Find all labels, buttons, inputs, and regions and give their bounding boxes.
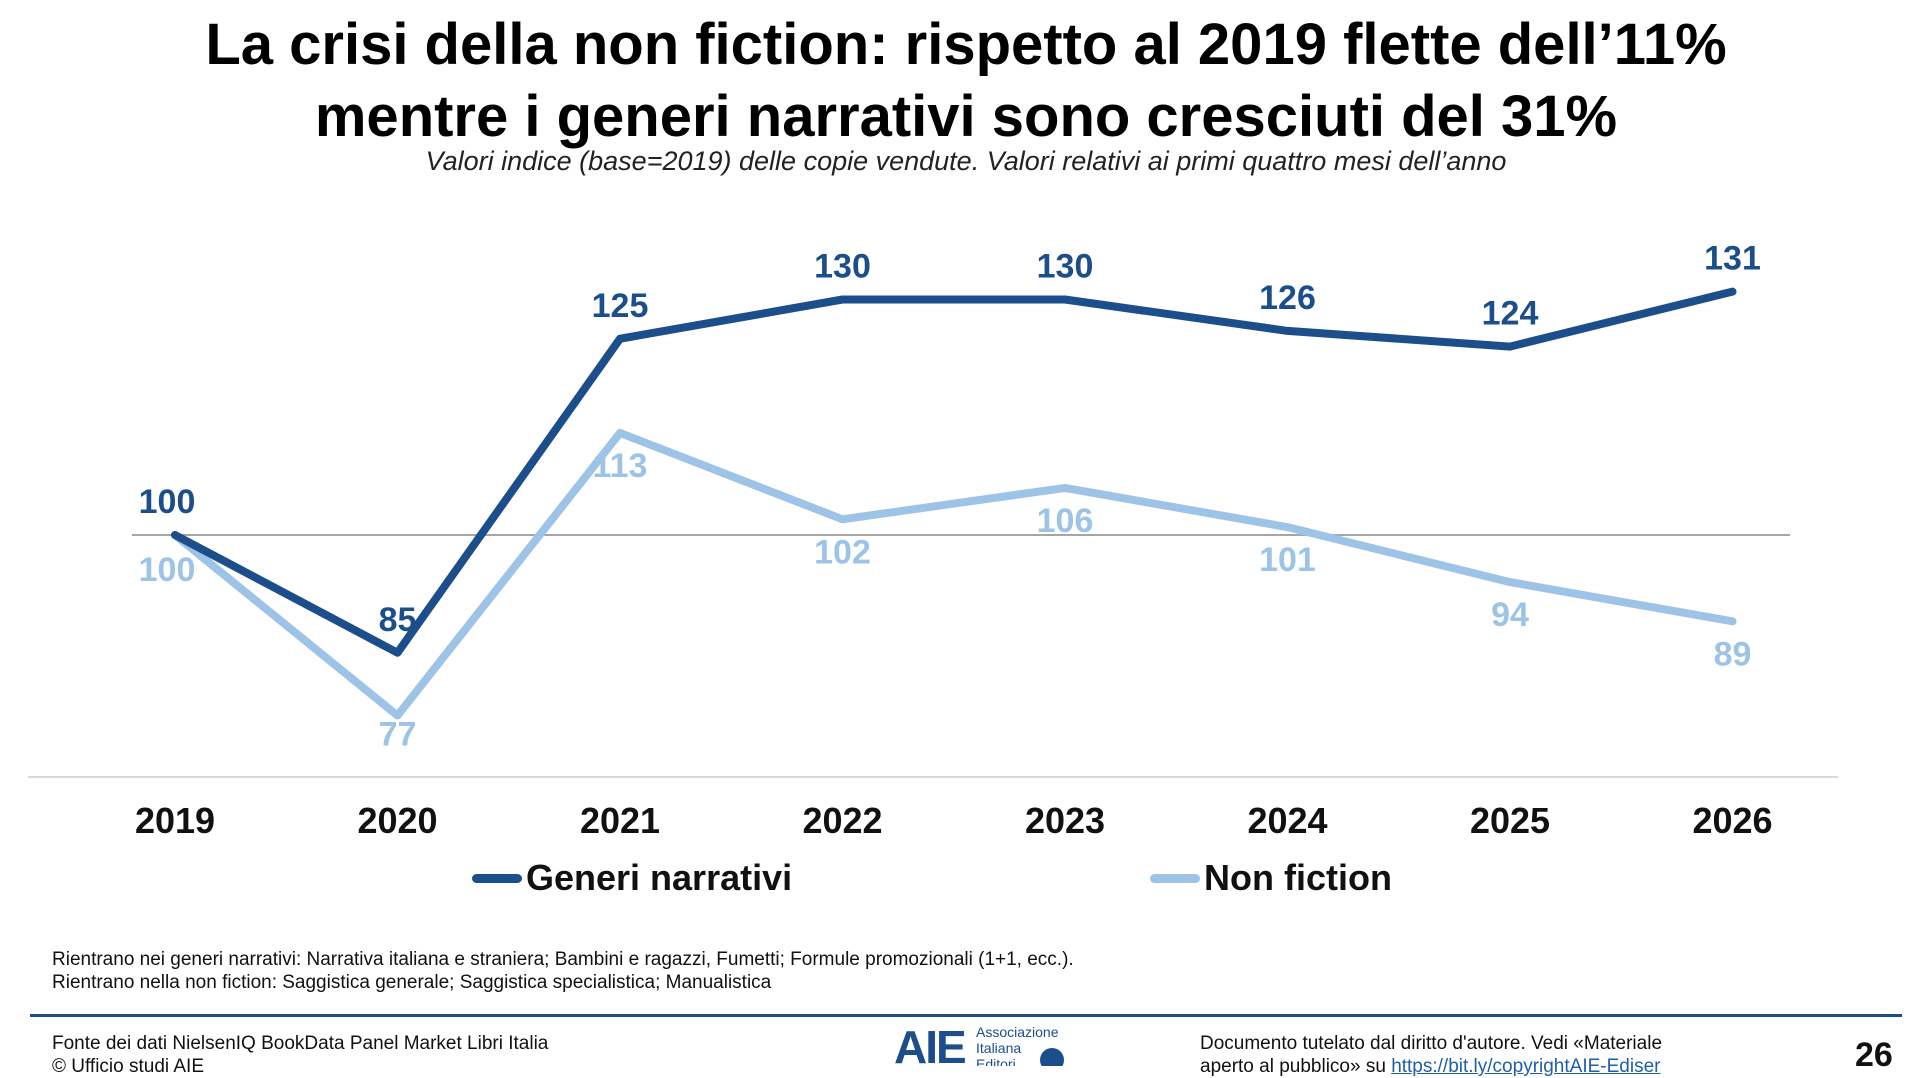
note-generi-narrativi: Rientrano nei generi narrativi: Narrativ… [52,949,1074,970]
data-label-generi-narrativi-2022: 130 [814,248,871,286]
source-text: Fonte dei dati NielsenIQ BookData Panel … [52,1033,549,1054]
page-number: 26 [1855,1036,1893,1074]
data-label-generi-narrativi-2023: 130 [1037,248,1094,286]
note-non-fiction: Rientrano nella non fiction: Saggistica … [52,972,772,993]
data-label-generi-narrativi-2025: 124 [1482,295,1539,333]
x-tick-label-2021: 2021 [580,800,660,841]
notes: Rientrano nei generi narrativi: Narrativ… [52,948,1074,994]
copyright-text: © Ufficio studi AIE [52,1056,204,1077]
chart-subtitle: Valori indice (base=2019) delle copie ve… [425,146,1507,176]
x-tick-label-2025: 2025 [1470,800,1550,841]
x-tick-label-2020: 2020 [357,800,437,841]
x-tick-label-2024: 2024 [1247,800,1327,841]
data-label-non-fiction-2025: 94 [1491,596,1529,634]
logo-badge-icon [1040,1048,1064,1066]
legend-swatch-generi-narrativi [472,873,522,883]
x-tick-label-2023: 2023 [1025,800,1105,841]
logo-mark: AIE [894,1024,967,1066]
logo-text: Associazione Italiana Editori [976,1024,1059,1066]
footer-source: Fonte dei dati NielsenIQ BookData Panel … [52,1032,548,1078]
logo-text-line-1: Associazione [976,1024,1059,1040]
line-chart: 100 85 125 130 130 126 124 131 100 77 113 102 106 101… [28,240,1838,841]
footer-legal: Documento tutelato dal diritto d'autore.… [1200,1032,1760,1078]
aie-logo: AIE Associazione Italiana Editori [894,1024,1074,1066]
legend-item-non-fiction: Non fiction [1150,856,1392,900]
data-label-non-fiction-2021: 113 [593,447,648,485]
legal-text-line-2: aperto al pubblico» su https://bit.ly/co… [1200,1055,1760,1078]
legend-label-non-fiction: Non fiction [1204,857,1392,898]
legal-text-prefix: aperto al pubblico» su [1200,1056,1392,1077]
data-label-non-fiction-2023: 106 [1037,502,1094,540]
chart-title-line-2: mentre i generi narrativi sono cresciuti… [314,84,1618,149]
data-label-non-fiction-2022: 102 [814,533,871,571]
data-label-non-fiction-2020: 77 [379,716,417,754]
legal-text-line-1: Documento tutelato dal diritto d'autore.… [1200,1033,1663,1054]
data-label-non-fiction-2024: 101 [1259,541,1316,579]
x-tick-label-2022: 2022 [802,800,882,841]
logo-text-line-3: Editori [976,1056,1016,1066]
legend-item-generi-narrativi: Generi narrativi [472,856,792,900]
data-label-generi-narrativi-2026: 131 [1704,240,1761,278]
data-label-non-fiction-2019: 100 [139,551,196,589]
copyright-link[interactable]: https://bit.ly/copyrightAIE-Ediser [1391,1056,1661,1077]
series-line-non-fiction [171,428,1737,720]
data-label-non-fiction-2026: 89 [1714,635,1752,673]
data-label-generi-narrativi-2019: 100 [139,483,196,521]
footer-divider [30,1014,1902,1017]
data-label-generi-narrativi-2024: 126 [1259,279,1316,317]
legend-swatch-non-fiction [1150,873,1200,883]
data-label-generi-narrativi-2020: 85 [379,601,417,639]
x-tick-label-2026: 2026 [1692,800,1772,841]
chart-title-line-1: La crisi della non fiction: rispetto al … [205,12,1727,77]
logo-text-line-2: Italiana [976,1040,1022,1056]
data-label-generi-narrativi-2021: 125 [592,287,649,325]
series-line-generi-narrativi [171,287,1737,657]
x-tick-label-2019: 2019 [135,800,215,841]
legend-label-generi-narrativi: Generi narrativi [526,857,793,898]
